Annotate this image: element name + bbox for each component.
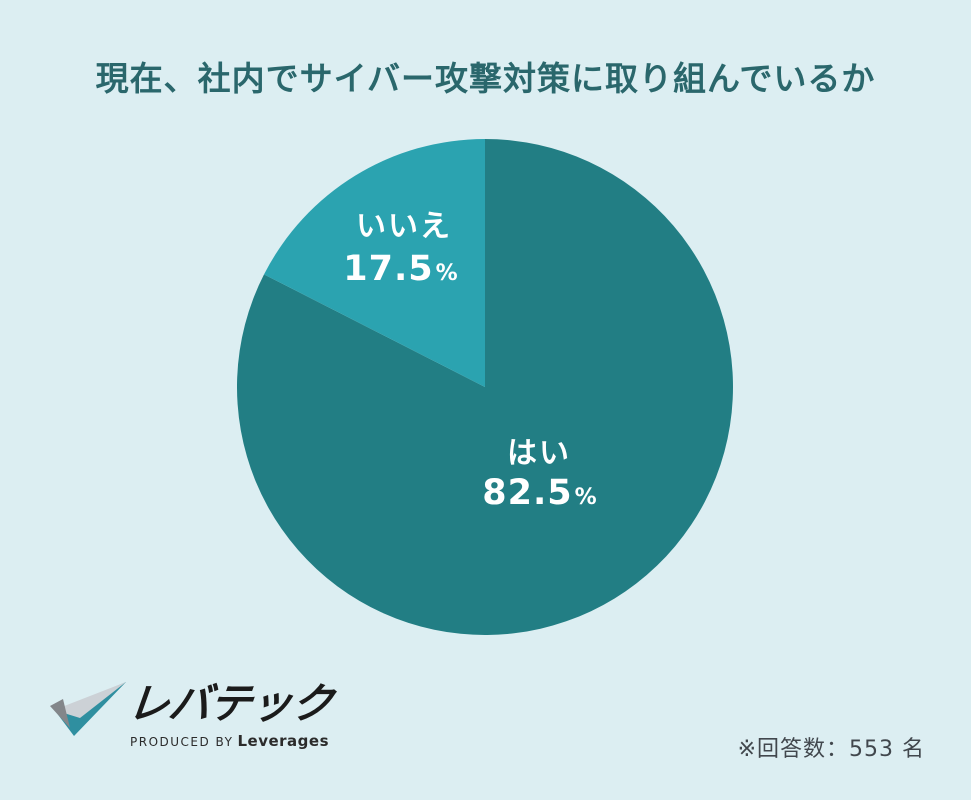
levtech-check-icon	[50, 682, 126, 736]
slice-value-no: 17.5%	[343, 249, 458, 289]
slice-label-no: いいえ	[356, 209, 452, 244]
check-gray-shape	[50, 699, 70, 728]
slice-label-yes: はい	[507, 436, 571, 471]
pie-slice-no	[264, 139, 485, 387]
chart-title: 現在、社内でサイバー攻撃対策に取り組んでいるか	[95, 59, 876, 98]
slice-value-yes: 82.5%	[482, 473, 597, 513]
check-silver-shape	[54, 682, 126, 718]
slice-value-yes-percent-sign: %	[574, 485, 598, 510]
pie-slice-yes	[237, 139, 733, 635]
respondent-count-note: ※回答数：553 名	[737, 737, 925, 762]
logo-brand-text: レバテック	[125, 679, 336, 728]
pie-chart-svg	[237, 139, 733, 635]
slice-value-yes-number: 82.5	[482, 473, 573, 513]
pie-chart: いいえ 17.5% はい 82.5%	[237, 139, 733, 635]
levtech-logo: レバテック PRODUCED BY Leverages	[48, 670, 335, 755]
slice-value-no-number: 17.5	[343, 249, 434, 289]
logo-tagline-brand: Leverages	[237, 732, 330, 750]
slice-value-no-percent-sign: %	[435, 261, 459, 286]
logo-tagline-prefix: PRODUCED BY	[130, 735, 234, 749]
logo-tagline: PRODUCED BY Leverages	[130, 731, 329, 750]
